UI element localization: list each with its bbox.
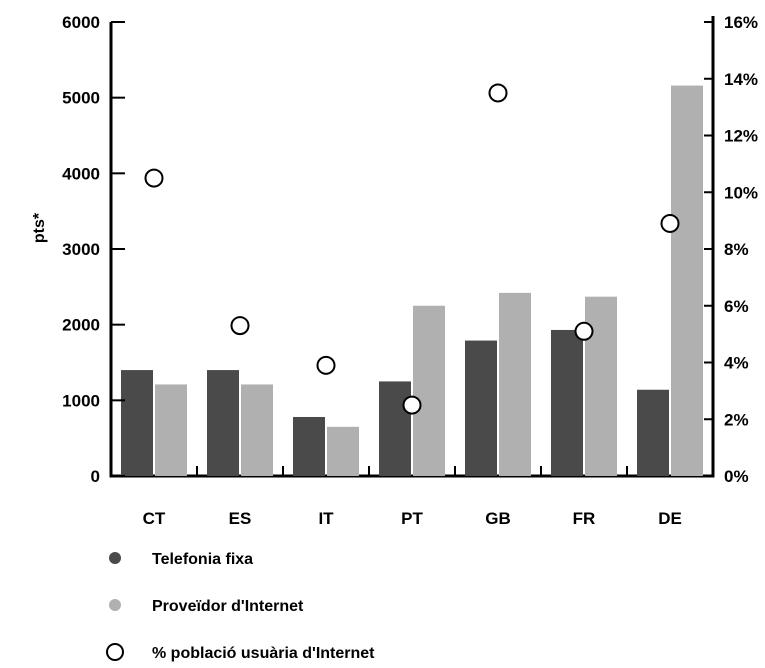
bar-CT-series-1	[155, 384, 187, 476]
x-tick-label-DE: DE	[658, 509, 682, 528]
y-right-tick-label: 10%	[724, 183, 758, 202]
x-tick-label-FR: FR	[573, 509, 596, 528]
y-right-tick-label: 0%	[724, 467, 749, 486]
bar-PT-series-0	[379, 381, 411, 476]
scatter-point-GB	[488, 83, 508, 103]
y-left-tick-label: 0	[91, 467, 100, 486]
legend-label-1: Proveïdor d'Internet	[152, 598, 304, 615]
legend-swatch-1	[109, 599, 121, 611]
y-right-tick-label: 4%	[724, 354, 749, 373]
y-left-tick-label: 3000	[62, 240, 100, 259]
legend-label-0: Telefonia fixa	[152, 551, 253, 568]
scatter-point-DE	[660, 213, 680, 233]
legend-swatch-0	[109, 552, 121, 564]
legend: Telefonia fixa Proveïdor d'Internet % pobl…	[106, 551, 375, 662]
bar-FR-series-1	[585, 296, 617, 476]
x-tick-label-GB: GB	[485, 509, 511, 528]
y-right-tick-label: 8%	[724, 240, 749, 259]
scatter-points	[144, 83, 680, 415]
bar-DE-series-0	[637, 389, 669, 476]
y-left-tick-label: 2000	[62, 316, 100, 335]
scatter-point-FR	[574, 321, 594, 341]
bars	[121, 85, 703, 476]
bar-FR-series-0	[551, 329, 583, 476]
scatter-point-CT	[144, 168, 164, 188]
x-tick-label-CT: CT	[143, 509, 166, 528]
y-left-tick-label: 6000	[62, 13, 100, 32]
y-left-tick-label: 4000	[62, 164, 100, 183]
scatter-point-ES	[230, 316, 250, 336]
y-right-tick-label: 14%	[724, 70, 758, 89]
scatter-point-PT	[402, 395, 422, 415]
bar-ES-series-0	[207, 370, 239, 476]
scatter-point-IT	[316, 355, 336, 375]
y-right-tick-label: 2%	[724, 410, 749, 429]
bar-ES-series-1	[241, 384, 273, 476]
y-left-tick-label: 1000	[62, 391, 100, 410]
legend-label-2: % població usuària d'Internet	[152, 645, 375, 662]
bar-PT-series-1	[413, 305, 445, 476]
y-right-tick-label: 6%	[724, 297, 749, 316]
y-axis-left-title: pts*	[31, 212, 48, 243]
bar-IT-series-1	[327, 426, 359, 476]
bar-GB-series-1	[499, 292, 531, 476]
x-tick-label-ES: ES	[229, 509, 252, 528]
y-right-tick-label: 12%	[724, 127, 758, 146]
legend-swatch-2	[106, 643, 124, 661]
bar-CT-series-0	[121, 370, 153, 476]
bar-DE-series-1	[671, 85, 703, 476]
bar-IT-series-0	[293, 416, 325, 476]
y-left-tick-label: 5000	[62, 89, 100, 108]
y-right-tick-label: 16%	[724, 13, 758, 32]
x-tick-label-IT: IT	[318, 509, 334, 528]
x-tick-label-PT: PT	[401, 509, 423, 528]
ticks: 0 1000 2000 3000 4000 5000 6000 0% 2% 4% 6% 8% 10% 12…	[62, 13, 758, 528]
bar-GB-series-0	[465, 340, 497, 476]
